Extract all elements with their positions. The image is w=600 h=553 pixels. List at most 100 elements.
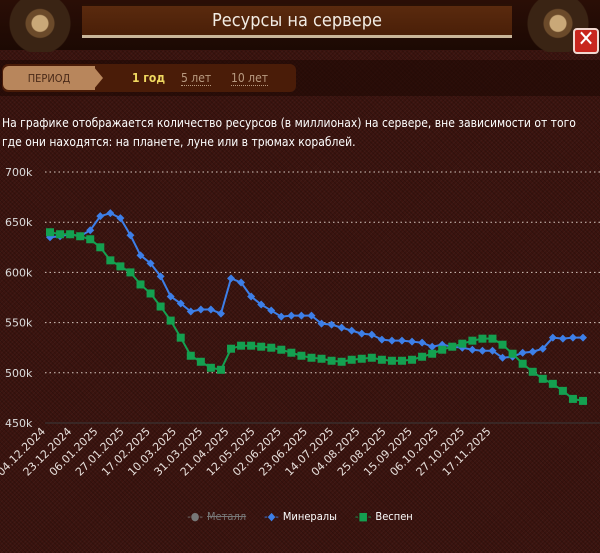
period-10-years[interactable]: 10 лет [231,71,268,86]
data-point [106,256,115,265]
data-point [387,356,396,365]
data-point [257,342,266,351]
data-point [227,344,236,353]
data-point [367,353,376,362]
data-point [498,340,507,349]
period-5-years[interactable]: 5 лет [181,71,212,86]
data-point [377,335,386,344]
data-point [498,353,507,362]
data-point [538,374,547,383]
data-point [287,348,296,357]
period-1-year[interactable]: 1 год [132,71,166,85]
data-point [186,351,195,360]
data-point [327,356,336,365]
data-point [538,344,547,353]
data-point [548,333,557,342]
window-title: Ресурсы на сервере [82,4,512,38]
y-tick-label: 650k [5,216,33,229]
data-point [227,274,236,283]
data-point [116,214,125,223]
data-point [196,305,205,314]
data-point [387,336,396,345]
data-point [156,302,165,311]
data-point [196,357,205,366]
data-point [156,272,165,281]
data-point [337,357,346,366]
y-tick-label: 600k [5,266,33,279]
data-point [116,262,125,271]
data-point [247,292,256,301]
data-point [508,349,517,358]
legend-minerals[interactable]: -◆- Минералы [264,510,337,523]
data-point [397,356,406,365]
y-tick-label: 500k [5,367,33,380]
data-point [146,259,155,268]
y-tick-label: 550k [5,317,33,330]
close-icon[interactable]: ✕ [573,28,599,54]
y-tick-label: 450k [5,417,33,430]
data-point [418,338,427,347]
data-point [96,212,105,221]
ornament-left [0,0,80,52]
data-point [297,311,306,320]
data-point [206,363,215,372]
chart-description: На графике отображается количество ресур… [2,116,576,149]
data-point [86,226,95,235]
data-point [277,312,286,321]
data-point [468,345,477,354]
legend-vespene[interactable]: -■- Веспен [354,510,413,523]
legend-metal[interactable]: -●- Металл [187,510,247,523]
data-point [257,300,266,309]
data-point [347,355,356,364]
data-point [56,230,65,239]
data-point [166,292,175,301]
series-line [49,231,584,402]
legend: -●- Металл -◆- Минералы -■- Веспен [0,510,600,523]
data-point [528,347,537,356]
data-point [558,386,567,395]
data-point [307,311,316,320]
data-point [428,349,437,358]
data-point [377,355,386,364]
data-point [136,280,145,289]
data-point [408,355,417,364]
data-point [216,365,225,374]
data-point [357,329,366,338]
data-point [418,352,427,361]
data-point [216,309,225,318]
data-point [106,209,115,218]
data-point [126,268,135,277]
data-point [528,367,537,376]
data-point [367,330,376,339]
data-point [297,351,306,360]
data-point [579,333,587,342]
data-point [357,354,366,363]
data-point [86,235,95,244]
data-point [347,326,356,335]
data-point [488,346,497,355]
period-label: ПЕРИОД [3,66,95,90]
data-point [568,333,577,342]
data-point [267,306,276,315]
data-point [277,345,286,354]
data-point [186,307,195,316]
header: Ресурсы на сервере [0,0,600,52]
data-point [468,336,477,345]
y-tick-label: 700k [5,166,33,179]
data-point [438,345,447,354]
data-point [96,243,105,252]
data-point [176,333,185,342]
data-point [237,341,246,350]
data-point [76,232,85,241]
data-point [428,342,437,351]
data-point [126,231,135,240]
data-point [478,346,487,355]
data-point [317,354,326,363]
data-point [267,343,276,352]
data-point [287,311,296,320]
data-point [458,339,467,348]
data-point [237,278,246,287]
data-point [478,334,487,343]
data-point [397,336,406,345]
